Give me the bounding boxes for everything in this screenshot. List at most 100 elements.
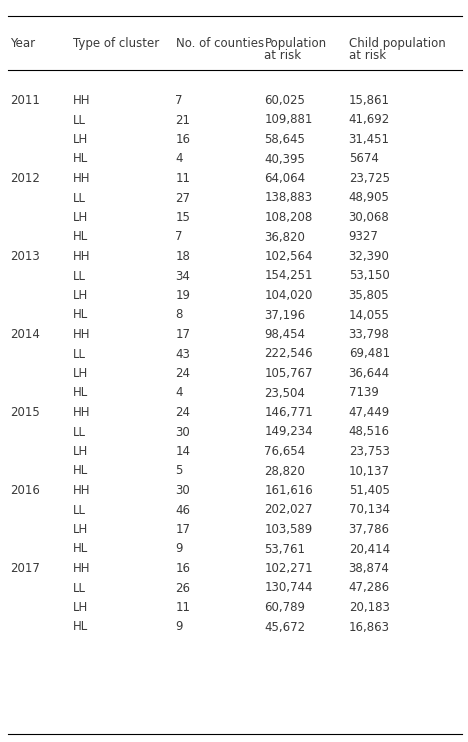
Text: 16,863: 16,863	[349, 620, 390, 634]
Text: 16: 16	[176, 133, 190, 146]
Text: 2011: 2011	[10, 94, 40, 107]
Text: 23,753: 23,753	[349, 445, 389, 458]
Text: 48,905: 48,905	[349, 191, 389, 205]
Text: 10,137: 10,137	[349, 464, 390, 478]
Text: 5: 5	[176, 464, 183, 478]
Text: 41,692: 41,692	[349, 114, 390, 126]
Text: 5674: 5674	[349, 153, 379, 165]
Text: 20,183: 20,183	[349, 601, 389, 614]
Text: 138,883: 138,883	[264, 191, 313, 205]
Text: 47,449: 47,449	[349, 406, 390, 419]
Text: 9: 9	[176, 620, 183, 634]
Text: LL: LL	[73, 347, 86, 361]
Text: 35,805: 35,805	[349, 289, 389, 302]
Text: 48,516: 48,516	[349, 425, 390, 439]
Text: 37,786: 37,786	[349, 523, 390, 536]
Text: 17: 17	[176, 328, 190, 341]
Text: 43: 43	[176, 347, 190, 361]
Text: 103,589: 103,589	[264, 523, 313, 536]
Text: HL: HL	[73, 309, 88, 321]
Text: 30: 30	[176, 425, 190, 439]
Text: 31,451: 31,451	[349, 133, 390, 146]
Text: HL: HL	[73, 542, 88, 556]
Text: 53,761: 53,761	[264, 542, 306, 556]
Text: 9327: 9327	[349, 231, 379, 243]
Text: 8: 8	[176, 309, 183, 321]
Text: 53,150: 53,150	[349, 269, 389, 283]
Text: 70,134: 70,134	[349, 504, 390, 516]
Text: 16: 16	[176, 562, 190, 575]
Text: 18: 18	[176, 250, 190, 263]
Text: 105,767: 105,767	[264, 367, 313, 380]
Text: LL: LL	[73, 504, 86, 516]
Text: 15,861: 15,861	[349, 94, 390, 107]
Text: 109,881: 109,881	[264, 114, 313, 126]
Text: 17: 17	[176, 523, 190, 536]
Text: 27: 27	[176, 191, 190, 205]
Text: LH: LH	[73, 367, 88, 380]
Text: 14: 14	[176, 445, 190, 458]
Text: HH: HH	[73, 172, 90, 185]
Text: 30: 30	[176, 484, 190, 497]
Text: 36,644: 36,644	[349, 367, 390, 380]
Text: at risk: at risk	[349, 49, 386, 62]
Text: 161,616: 161,616	[264, 484, 313, 497]
Text: HL: HL	[73, 231, 88, 243]
Text: HL: HL	[73, 620, 88, 634]
Text: 76,654: 76,654	[264, 445, 306, 458]
Text: LL: LL	[73, 582, 86, 594]
Text: 154,251: 154,251	[264, 269, 313, 283]
Text: 7: 7	[176, 94, 183, 107]
Text: LL: LL	[73, 269, 86, 283]
Text: LH: LH	[73, 523, 88, 536]
Text: LL: LL	[73, 114, 86, 126]
Text: LH: LH	[73, 601, 88, 614]
Text: 2016: 2016	[10, 484, 40, 497]
Text: 4: 4	[176, 387, 183, 399]
Text: 11: 11	[176, 601, 190, 614]
Text: No. of counties: No. of counties	[176, 37, 263, 50]
Text: LH: LH	[73, 445, 88, 458]
Text: 32,390: 32,390	[349, 250, 389, 263]
Text: 2015: 2015	[10, 406, 40, 419]
Text: 46: 46	[176, 504, 190, 516]
Text: 149,234: 149,234	[264, 425, 313, 439]
Text: 24: 24	[176, 367, 190, 380]
Text: HL: HL	[73, 153, 88, 165]
Text: 14,055: 14,055	[349, 309, 389, 321]
Text: 51,405: 51,405	[349, 484, 389, 497]
Text: 102,271: 102,271	[264, 562, 313, 575]
Text: 69,481: 69,481	[349, 347, 390, 361]
Text: 2017: 2017	[10, 562, 40, 575]
Text: 40,395: 40,395	[264, 153, 305, 165]
Text: 64,064: 64,064	[264, 172, 306, 185]
Text: 58,645: 58,645	[264, 133, 305, 146]
Text: 24: 24	[176, 406, 190, 419]
Text: 11: 11	[176, 172, 190, 185]
Text: HL: HL	[73, 464, 88, 478]
Text: 38,874: 38,874	[349, 562, 389, 575]
Text: HL: HL	[73, 387, 88, 399]
Text: 7139: 7139	[349, 387, 379, 399]
Text: 2013: 2013	[10, 250, 40, 263]
Text: 2014: 2014	[10, 328, 40, 341]
Text: 130,744: 130,744	[264, 582, 313, 594]
Text: 23,725: 23,725	[349, 172, 390, 185]
Text: 108,208: 108,208	[264, 211, 313, 224]
Text: 202,027: 202,027	[264, 504, 313, 516]
Text: LL: LL	[73, 425, 86, 439]
Text: Type of cluster: Type of cluster	[73, 37, 159, 50]
Text: LL: LL	[73, 191, 86, 205]
Text: 15: 15	[176, 211, 190, 224]
Text: 26: 26	[176, 582, 190, 594]
Text: HH: HH	[73, 484, 90, 497]
Text: 36,820: 36,820	[264, 231, 305, 243]
Text: HH: HH	[73, 94, 90, 107]
Text: 7: 7	[176, 231, 183, 243]
Text: Population: Population	[264, 37, 327, 50]
Text: 33,798: 33,798	[349, 328, 389, 341]
Text: 146,771: 146,771	[264, 406, 313, 419]
Text: 28,820: 28,820	[264, 464, 305, 478]
Text: LH: LH	[73, 289, 88, 302]
Text: 60,789: 60,789	[264, 601, 306, 614]
